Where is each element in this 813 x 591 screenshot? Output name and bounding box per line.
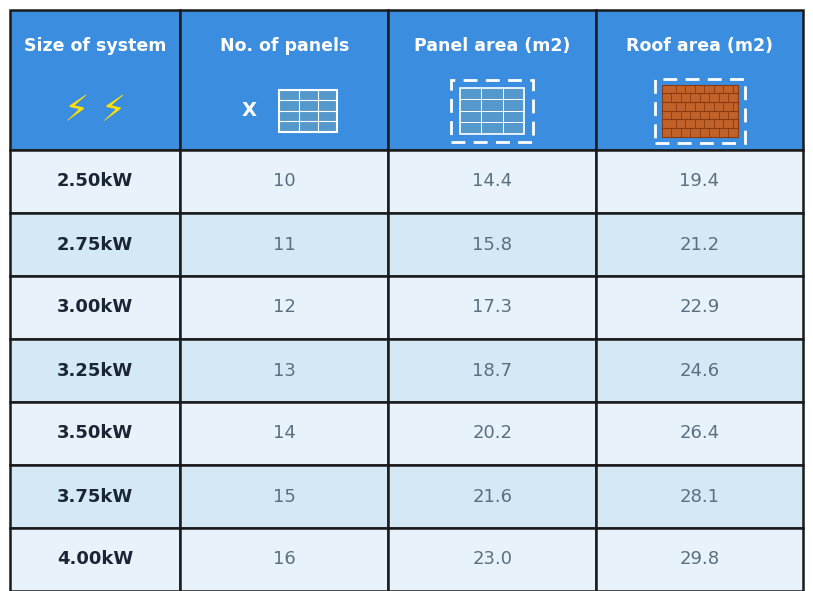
Text: 2.75kW: 2.75kW (57, 235, 133, 254)
Text: 3.75kW: 3.75kW (57, 488, 133, 505)
Text: 21.2: 21.2 (680, 235, 720, 254)
Bar (596, 465, 803, 528)
Bar (596, 402, 803, 465)
Text: 12: 12 (273, 298, 296, 317)
Bar (451, 80, 533, 142)
Bar (389, 213, 596, 276)
Bar (10, 465, 180, 528)
Bar (389, 465, 596, 528)
Bar (389, 402, 596, 465)
Text: 13: 13 (273, 362, 296, 379)
Text: 19.4: 19.4 (680, 173, 720, 190)
Text: 23.0: 23.0 (472, 550, 512, 569)
Bar (180, 528, 389, 591)
Bar (180, 276, 389, 339)
Bar (10, 402, 180, 465)
Text: Panel area (m2): Panel area (m2) (414, 37, 571, 56)
Bar (10, 150, 180, 213)
Bar (662, 85, 737, 137)
Bar (10, 213, 180, 276)
Text: 26.4: 26.4 (680, 424, 720, 443)
Bar (180, 213, 389, 276)
Text: 14: 14 (273, 424, 296, 443)
Text: 29.8: 29.8 (680, 550, 720, 569)
Text: 11: 11 (273, 235, 296, 254)
Bar (389, 10, 596, 150)
Bar (596, 150, 803, 213)
Text: 2.50kW: 2.50kW (57, 173, 133, 190)
Bar (180, 339, 389, 402)
Bar (596, 276, 803, 339)
Bar (596, 339, 803, 402)
Bar (180, 402, 389, 465)
Text: Size of system: Size of system (24, 37, 167, 56)
Bar (10, 276, 180, 339)
Bar (596, 528, 803, 591)
Text: 3.25kW: 3.25kW (57, 362, 133, 379)
Bar (389, 528, 596, 591)
Text: 4.00kW: 4.00kW (57, 550, 133, 569)
Text: X: X (242, 101, 257, 121)
Bar (180, 150, 389, 213)
Text: 21.6: 21.6 (472, 488, 512, 505)
Text: 28.1: 28.1 (680, 488, 720, 505)
Bar (654, 79, 745, 143)
Text: 3.00kW: 3.00kW (57, 298, 133, 317)
Text: 15.8: 15.8 (472, 235, 512, 254)
Text: 14.4: 14.4 (472, 173, 512, 190)
Text: 10: 10 (273, 173, 296, 190)
Bar (10, 10, 180, 150)
Bar (596, 213, 803, 276)
Bar (460, 88, 524, 134)
Text: 15: 15 (273, 488, 296, 505)
Bar (389, 339, 596, 402)
Text: Roof area (m2): Roof area (m2) (626, 37, 773, 56)
Text: 16: 16 (273, 550, 296, 569)
Text: 18.7: 18.7 (472, 362, 512, 379)
Bar (10, 528, 180, 591)
Text: 17.3: 17.3 (472, 298, 512, 317)
Bar (389, 276, 596, 339)
Text: 22.9: 22.9 (680, 298, 720, 317)
Bar (389, 150, 596, 213)
Text: ⚡ ⚡: ⚡ ⚡ (64, 94, 126, 128)
Text: 3.50kW: 3.50kW (57, 424, 133, 443)
Bar (596, 10, 803, 150)
Text: 24.6: 24.6 (680, 362, 720, 379)
Bar (180, 10, 389, 150)
Text: 20.2: 20.2 (472, 424, 512, 443)
Bar (10, 339, 180, 402)
Bar (180, 465, 389, 528)
Text: No. of panels: No. of panels (220, 37, 349, 56)
Bar (280, 90, 337, 132)
